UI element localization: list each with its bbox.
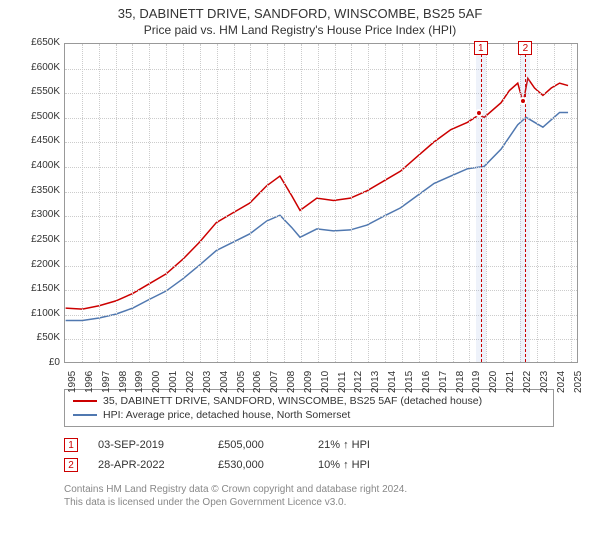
sale-hpi: 10% ↑ HPI bbox=[318, 459, 418, 471]
x-axis-label: 1999 bbox=[134, 371, 145, 393]
x-axis-label: 2009 bbox=[303, 371, 314, 393]
sale-marker-line bbox=[481, 44, 482, 362]
y-axis-label: £600K bbox=[18, 62, 60, 73]
x-axis-label: 2014 bbox=[387, 371, 398, 393]
sale-row: 1 03-SEP-2019 £505,000 21% ↑ HPI bbox=[64, 435, 554, 455]
x-axis-label: 2024 bbox=[556, 371, 567, 393]
x-axis-label: 2023 bbox=[539, 371, 550, 393]
x-axis-label: 2025 bbox=[573, 371, 584, 393]
footnote-line2: This data is licensed under the Open Gov… bbox=[64, 496, 590, 509]
y-axis-label: £550K bbox=[18, 86, 60, 97]
x-axis-label: 2006 bbox=[252, 371, 263, 393]
x-axis-label: 2010 bbox=[320, 371, 331, 393]
sale-price: £505,000 bbox=[218, 439, 298, 451]
plot: 12 bbox=[64, 43, 578, 363]
x-axis-label: 2016 bbox=[421, 371, 432, 393]
x-axis-label: 2017 bbox=[438, 371, 449, 393]
x-axis-label: 2013 bbox=[370, 371, 381, 393]
sale-badge: 1 bbox=[64, 438, 78, 452]
x-axis-label: 2003 bbox=[202, 371, 213, 393]
x-axis-label: 2000 bbox=[151, 371, 162, 393]
chart-subtitle: Price paid vs. HM Land Registry's House … bbox=[10, 23, 590, 37]
legend-item-1: 35, DABINETT DRIVE, SANDFORD, WINSCOMBE,… bbox=[73, 394, 545, 408]
x-axis-label: 2004 bbox=[219, 371, 230, 393]
legend-label-2: HPI: Average price, detached house, Nort… bbox=[103, 409, 350, 421]
x-axis-label: 2005 bbox=[236, 371, 247, 393]
y-axis-label: £250K bbox=[18, 234, 60, 245]
sale-marker-badge: 1 bbox=[474, 41, 488, 55]
y-axis-label: £300K bbox=[18, 209, 60, 220]
sale-price: £530,000 bbox=[218, 459, 298, 471]
sale-date: 03-SEP-2019 bbox=[98, 439, 198, 451]
x-axis-label: 2001 bbox=[168, 371, 179, 393]
x-axis-label: 1995 bbox=[67, 371, 78, 393]
sale-hpi: 21% ↑ HPI bbox=[318, 439, 418, 451]
x-axis-label: 2008 bbox=[286, 371, 297, 393]
x-axis-label: 2022 bbox=[522, 371, 533, 393]
chart-area: 12 £0£50K£100K£150K£200K£250K£300K£350K£… bbox=[18, 43, 578, 383]
chart-title: 35, DABINETT DRIVE, SANDFORD, WINSCOMBE,… bbox=[10, 6, 590, 21]
sale-marker-line bbox=[525, 44, 526, 362]
footnote: Contains HM Land Registry data © Crown c… bbox=[64, 483, 590, 509]
y-axis-label: £650K bbox=[18, 37, 60, 48]
sale-row: 2 28-APR-2022 £530,000 10% ↑ HPI bbox=[64, 455, 554, 475]
legend-swatch-1 bbox=[73, 400, 97, 402]
footnote-line1: Contains HM Land Registry data © Crown c… bbox=[64, 483, 590, 496]
legend-item-2: HPI: Average price, detached house, Nort… bbox=[73, 408, 545, 422]
y-axis-label: £200K bbox=[18, 259, 60, 270]
x-axis-label: 2007 bbox=[269, 371, 280, 393]
y-axis-label: £50K bbox=[18, 332, 60, 343]
x-axis-label: 2019 bbox=[471, 371, 482, 393]
x-axis-label: 1998 bbox=[118, 371, 129, 393]
sales-table: 1 03-SEP-2019 £505,000 21% ↑ HPI 2 28-APR-202… bbox=[64, 435, 554, 475]
legend-label-1: 35, DABINETT DRIVE, SANDFORD, WINSCOMBE,… bbox=[103, 395, 482, 407]
x-axis-label: 2018 bbox=[455, 371, 466, 393]
x-axis-label: 1997 bbox=[101, 371, 112, 393]
sale-date: 28-APR-2022 bbox=[98, 459, 198, 471]
x-axis-label: 1996 bbox=[84, 371, 95, 393]
y-axis-label: £0 bbox=[18, 357, 60, 368]
legend-swatch-2 bbox=[73, 414, 97, 416]
x-axis-label: 2015 bbox=[404, 371, 415, 393]
sale-marker-badge: 2 bbox=[518, 41, 532, 55]
y-axis-label: £500K bbox=[18, 111, 60, 122]
y-axis-label: £450K bbox=[18, 135, 60, 146]
y-axis-label: £400K bbox=[18, 160, 60, 171]
sale-badge: 2 bbox=[64, 458, 78, 472]
x-axis-label: 2011 bbox=[337, 371, 348, 393]
legend: 35, DABINETT DRIVE, SANDFORD, WINSCOMBE,… bbox=[64, 389, 554, 427]
x-axis-label: 2002 bbox=[185, 371, 196, 393]
y-axis-label: £350K bbox=[18, 185, 60, 196]
y-axis-label: £100K bbox=[18, 308, 60, 319]
x-axis-label: 2021 bbox=[505, 371, 516, 393]
y-axis-label: £150K bbox=[18, 283, 60, 294]
x-axis-label: 2012 bbox=[353, 371, 364, 393]
x-axis-label: 2020 bbox=[488, 371, 499, 393]
